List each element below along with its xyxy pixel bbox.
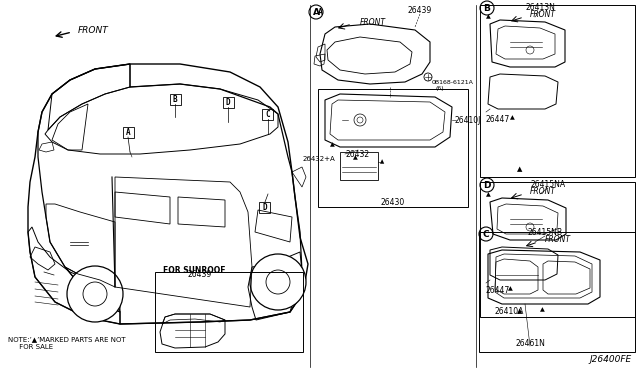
Text: B: B — [173, 94, 177, 103]
Bar — [155, 272, 303, 352]
Text: FRONT: FRONT — [545, 234, 571, 244]
Text: 26410A: 26410A — [495, 307, 524, 316]
Text: 26461N: 26461N — [515, 339, 545, 348]
Text: (6): (6) — [436, 86, 445, 90]
Text: 26439: 26439 — [188, 270, 212, 279]
Text: FRONT: FRONT — [530, 10, 556, 19]
Bar — [262, 109, 273, 119]
Bar — [479, 232, 635, 352]
Bar — [318, 89, 468, 207]
Text: 26432+A: 26432+A — [302, 156, 335, 162]
Text: B: B — [484, 3, 490, 13]
Text: NOTE:’▲’MARKED PARTS ARE NOT
     FOR SALE: NOTE:’▲’MARKED PARTS ARE NOT FOR SALE — [8, 336, 125, 350]
Text: C: C — [483, 230, 490, 238]
Text: FRONT: FRONT — [530, 186, 556, 196]
Bar — [480, 5, 635, 177]
Text: 26430: 26430 — [381, 198, 405, 207]
Bar — [170, 93, 180, 105]
Text: ▲: ▲ — [508, 286, 513, 291]
Bar — [223, 96, 234, 108]
Text: 26447: 26447 — [486, 286, 510, 295]
Circle shape — [250, 254, 306, 310]
Bar — [259, 202, 271, 212]
Bar — [122, 126, 134, 138]
Circle shape — [83, 282, 107, 306]
Text: 26410J: 26410J — [455, 115, 481, 125]
Text: ▲: ▲ — [353, 155, 358, 160]
Text: 26439: 26439 — [408, 6, 432, 15]
Text: ▲: ▲ — [486, 192, 490, 197]
Text: FRONT: FRONT — [360, 17, 386, 26]
Text: 0B168-6121A: 0B168-6121A — [432, 80, 474, 84]
Text: ▲: ▲ — [510, 115, 515, 120]
Circle shape — [266, 270, 290, 294]
Text: ▲: ▲ — [330, 142, 334, 147]
Bar — [340, 152, 378, 180]
Text: 26415NB: 26415NB — [527, 228, 563, 237]
Text: FRONT: FRONT — [78, 26, 109, 35]
Text: ▲: ▲ — [380, 160, 384, 164]
Bar — [480, 182, 635, 317]
Text: A: A — [317, 7, 323, 16]
Text: ▲: ▲ — [486, 14, 490, 19]
Text: 26413N: 26413N — [525, 3, 555, 12]
Text: D: D — [483, 180, 491, 189]
Text: ▲: ▲ — [517, 308, 523, 314]
Text: C: C — [266, 109, 270, 119]
Text: D: D — [226, 97, 230, 106]
Text: ▲: ▲ — [540, 307, 545, 312]
Text: 26432: 26432 — [346, 150, 370, 159]
Text: A: A — [312, 7, 319, 16]
Circle shape — [67, 266, 123, 322]
Text: 26415NA: 26415NA — [531, 180, 566, 189]
Text: A: A — [125, 128, 131, 137]
Text: FOR SUNROOF: FOR SUNROOF — [163, 266, 225, 275]
Text: 26447: 26447 — [486, 115, 510, 124]
Text: ▲: ▲ — [517, 166, 523, 172]
Text: D: D — [262, 202, 268, 212]
Text: J26400FE: J26400FE — [589, 355, 632, 364]
